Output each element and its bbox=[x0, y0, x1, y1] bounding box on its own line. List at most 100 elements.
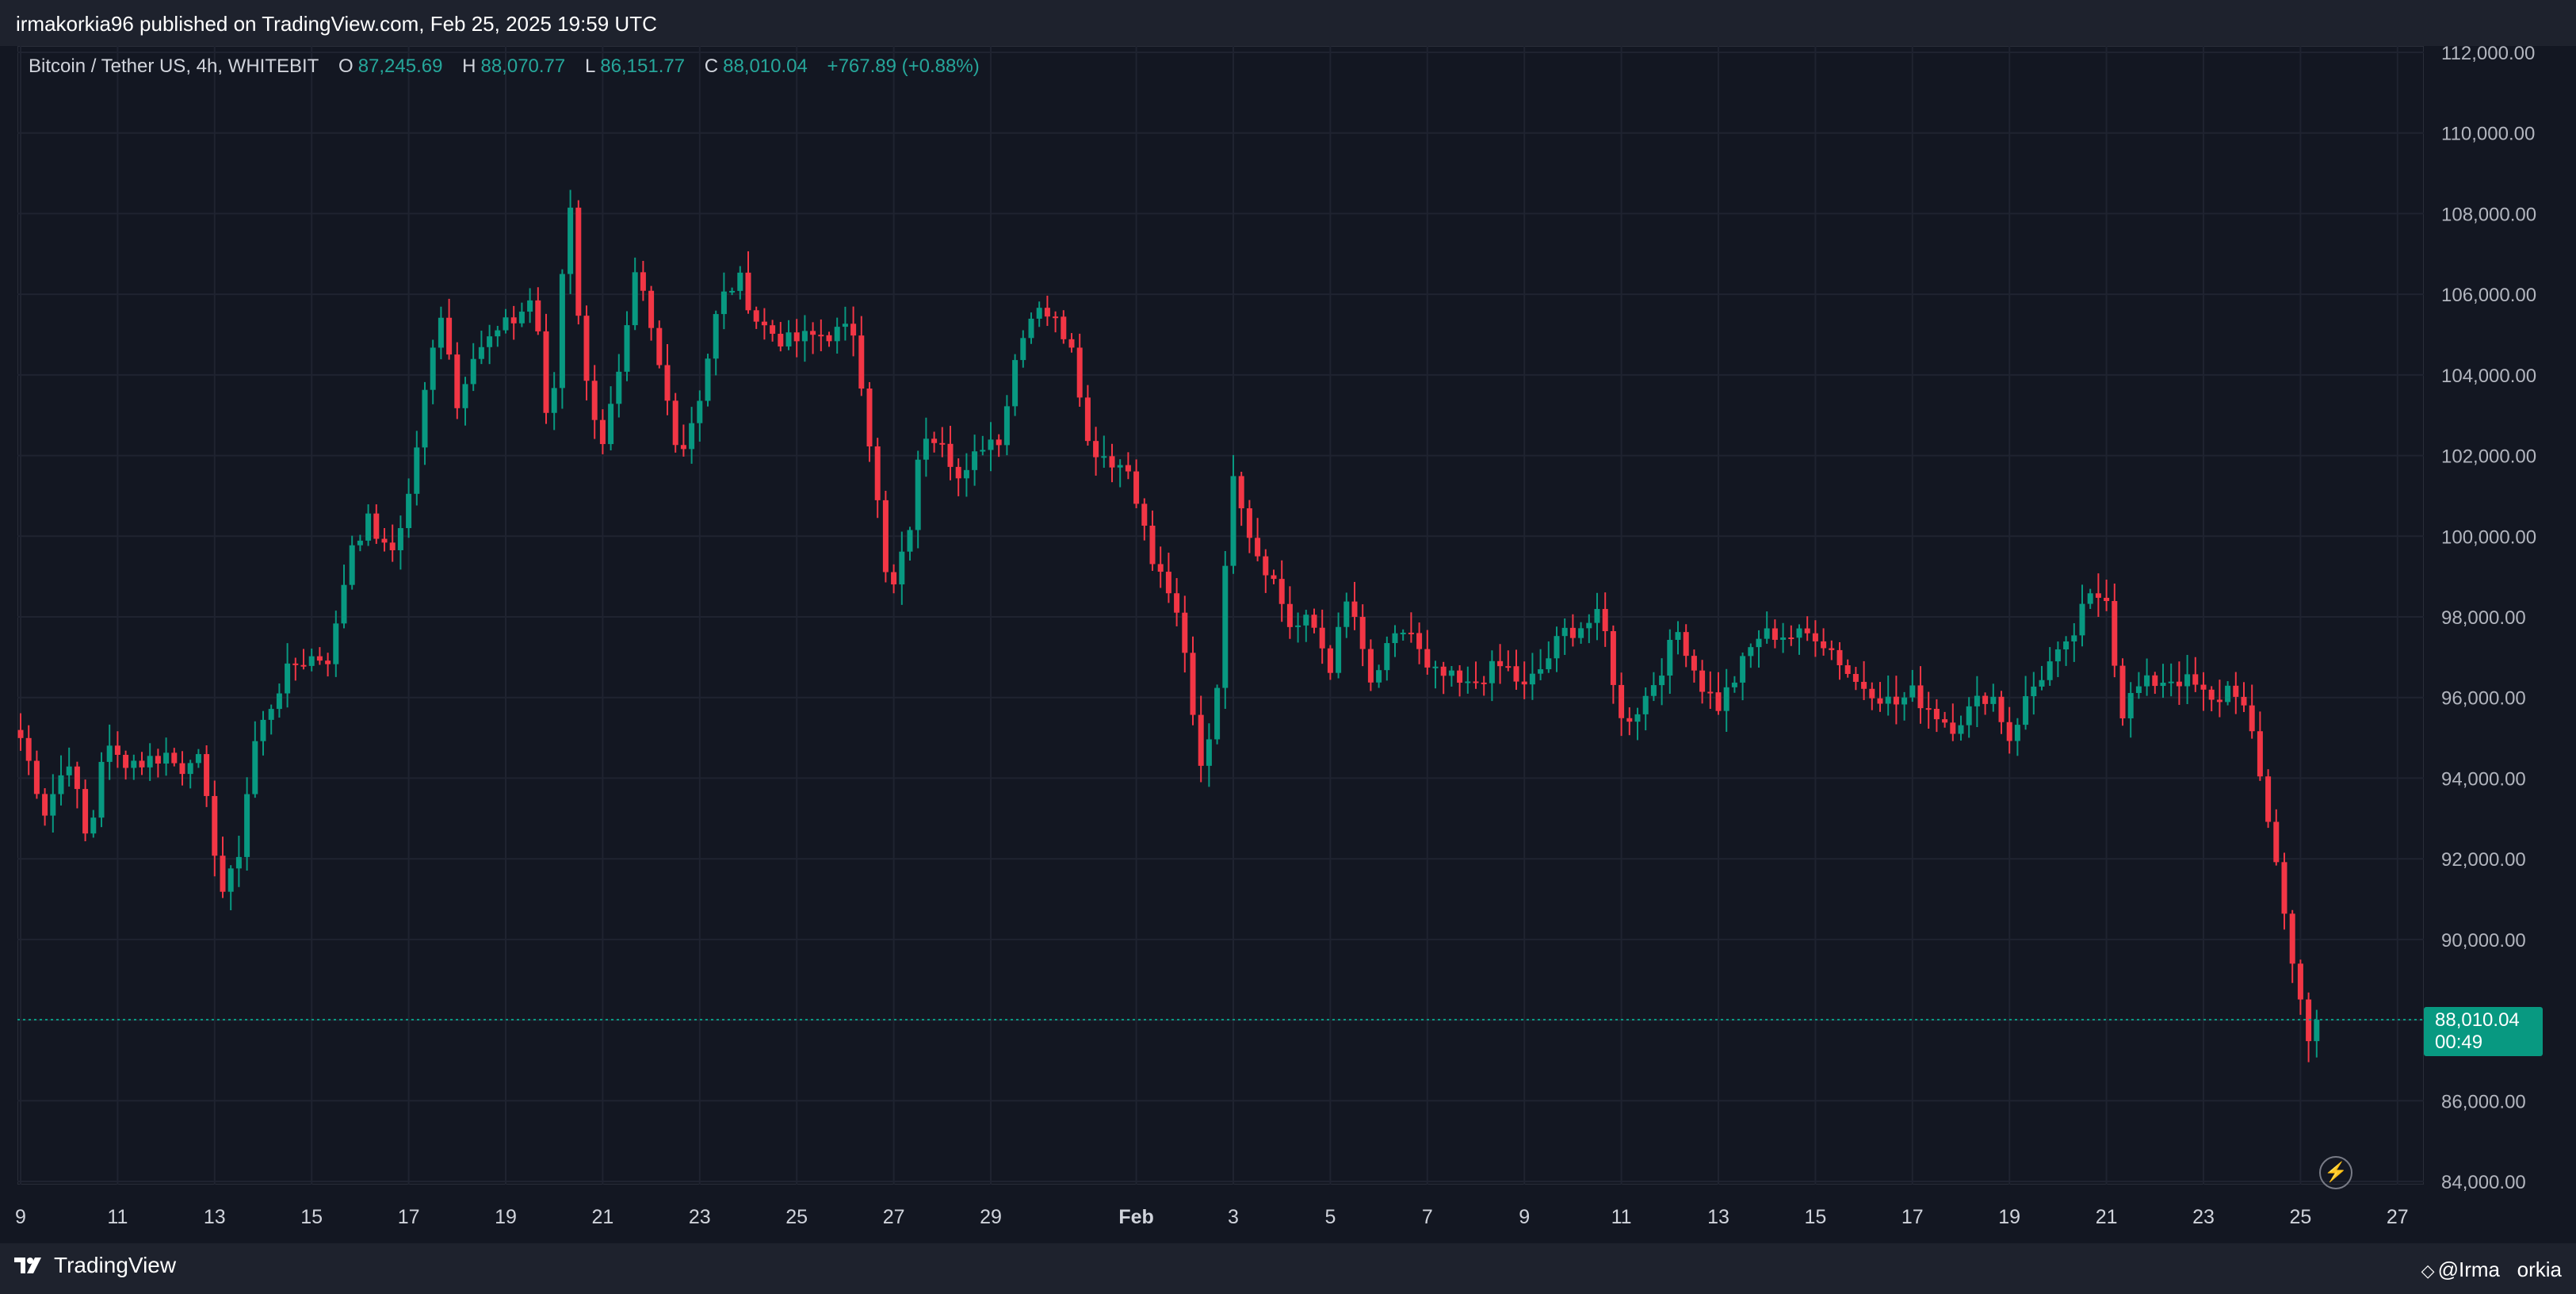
candle-body bbox=[1699, 670, 1706, 692]
price-tick-label: 96,000.00 bbox=[2441, 688, 2526, 710]
candle-body bbox=[357, 540, 363, 546]
candle bbox=[1271, 569, 1277, 584]
price-tick-label: 110,000.00 bbox=[2441, 124, 2535, 145]
candle bbox=[632, 257, 638, 331]
candle-body bbox=[575, 207, 582, 316]
candle-body bbox=[583, 316, 590, 381]
candle-body bbox=[1925, 708, 1932, 710]
candle-body bbox=[1263, 556, 1269, 576]
candle-body bbox=[1303, 614, 1309, 626]
candle bbox=[139, 752, 145, 775]
candle bbox=[276, 683, 282, 718]
candle bbox=[713, 310, 719, 376]
candle bbox=[2063, 636, 2070, 666]
candle bbox=[1950, 703, 1956, 741]
candle bbox=[510, 305, 517, 340]
candle-body bbox=[2063, 641, 2070, 650]
candle-body bbox=[801, 331, 808, 342]
candle bbox=[1214, 684, 1221, 745]
candle bbox=[518, 302, 525, 327]
candle-body bbox=[1198, 714, 1204, 766]
candle-body bbox=[599, 419, 606, 445]
candle bbox=[1602, 592, 1608, 647]
candle-body bbox=[2112, 601, 2118, 666]
candle bbox=[1804, 616, 1810, 641]
candle bbox=[1003, 395, 1010, 456]
candle bbox=[341, 565, 347, 629]
candle bbox=[1327, 645, 1333, 680]
candle-body bbox=[664, 365, 671, 401]
candle bbox=[1933, 699, 1940, 733]
candle bbox=[1190, 636, 1196, 725]
candle bbox=[1068, 333, 1075, 353]
candle bbox=[1844, 659, 1851, 678]
candle-body bbox=[1271, 575, 1277, 580]
candle-body bbox=[518, 312, 525, 324]
tradingview-brand[interactable]: TradingView bbox=[14, 1253, 176, 1278]
price-tick-label: 84,000.00 bbox=[2441, 1172, 2526, 1193]
candle bbox=[1061, 310, 1067, 344]
candle-body bbox=[2095, 593, 2101, 598]
candle bbox=[285, 643, 291, 708]
candle bbox=[907, 526, 913, 561]
candle bbox=[1157, 546, 1164, 588]
candle bbox=[1101, 435, 1107, 468]
candle-body bbox=[487, 336, 493, 347]
candle bbox=[90, 810, 97, 838]
candle-body bbox=[1586, 622, 1592, 629]
candle-body bbox=[1756, 638, 1762, 648]
time-tick-label: 21 bbox=[591, 1206, 613, 1228]
candle-body bbox=[2104, 597, 2110, 602]
candle bbox=[1230, 454, 1236, 574]
candle-body bbox=[227, 868, 234, 892]
candle-body bbox=[1093, 441, 1099, 457]
candle bbox=[227, 865, 234, 911]
candle bbox=[1586, 614, 1592, 644]
candle bbox=[568, 190, 574, 294]
candle-body bbox=[729, 290, 736, 293]
candle bbox=[2281, 852, 2287, 930]
candle bbox=[1764, 611, 1770, 644]
candle bbox=[729, 287, 736, 296]
candle-body bbox=[1295, 625, 1301, 627]
open-value: 87,245.69 bbox=[357, 56, 443, 77]
candle-body bbox=[478, 346, 484, 359]
candle bbox=[1650, 672, 1657, 702]
candle bbox=[1020, 330, 1026, 368]
candle bbox=[373, 504, 380, 544]
candle bbox=[1659, 658, 1665, 706]
candle-body bbox=[1497, 660, 1504, 667]
candle-body bbox=[66, 766, 72, 775]
candle bbox=[179, 751, 185, 786]
candle-body bbox=[123, 754, 129, 768]
candle bbox=[1457, 664, 1463, 697]
candle bbox=[915, 450, 921, 549]
candle bbox=[1255, 518, 1261, 561]
candle-body bbox=[1829, 648, 1835, 650]
candle-body bbox=[1133, 471, 1140, 504]
candle-body bbox=[1675, 632, 1681, 641]
candle-body bbox=[1748, 647, 1754, 657]
candle bbox=[1376, 664, 1382, 688]
candle-body bbox=[1255, 538, 1261, 557]
candle-body bbox=[1893, 696, 1899, 705]
price-tick-label: 92,000.00 bbox=[2441, 849, 2526, 871]
candle-body bbox=[2314, 1020, 2320, 1042]
lightning-icon[interactable]: ⚡ bbox=[2319, 1156, 2352, 1189]
candle-body bbox=[818, 335, 824, 337]
candle-body bbox=[874, 446, 881, 500]
candle bbox=[430, 339, 436, 404]
candle-body bbox=[1626, 718, 1633, 722]
candle-body bbox=[2160, 682, 2166, 687]
candle-body bbox=[2200, 684, 2207, 690]
author-handle[interactable]: ◇ @Irma orkia bbox=[2421, 1258, 2562, 1282]
candle-body bbox=[2176, 681, 2182, 687]
candle-body bbox=[1529, 673, 1535, 685]
tradingview-logo-icon bbox=[14, 1258, 41, 1273]
time-tick-label: 17 bbox=[1901, 1206, 1924, 1228]
price-tick-label: 104,000.00 bbox=[2441, 366, 2536, 387]
candle-body bbox=[535, 300, 541, 331]
symbol-legend: Bitcoin / Tether US, 4h, WHITEBIT O 87,24… bbox=[29, 56, 994, 78]
